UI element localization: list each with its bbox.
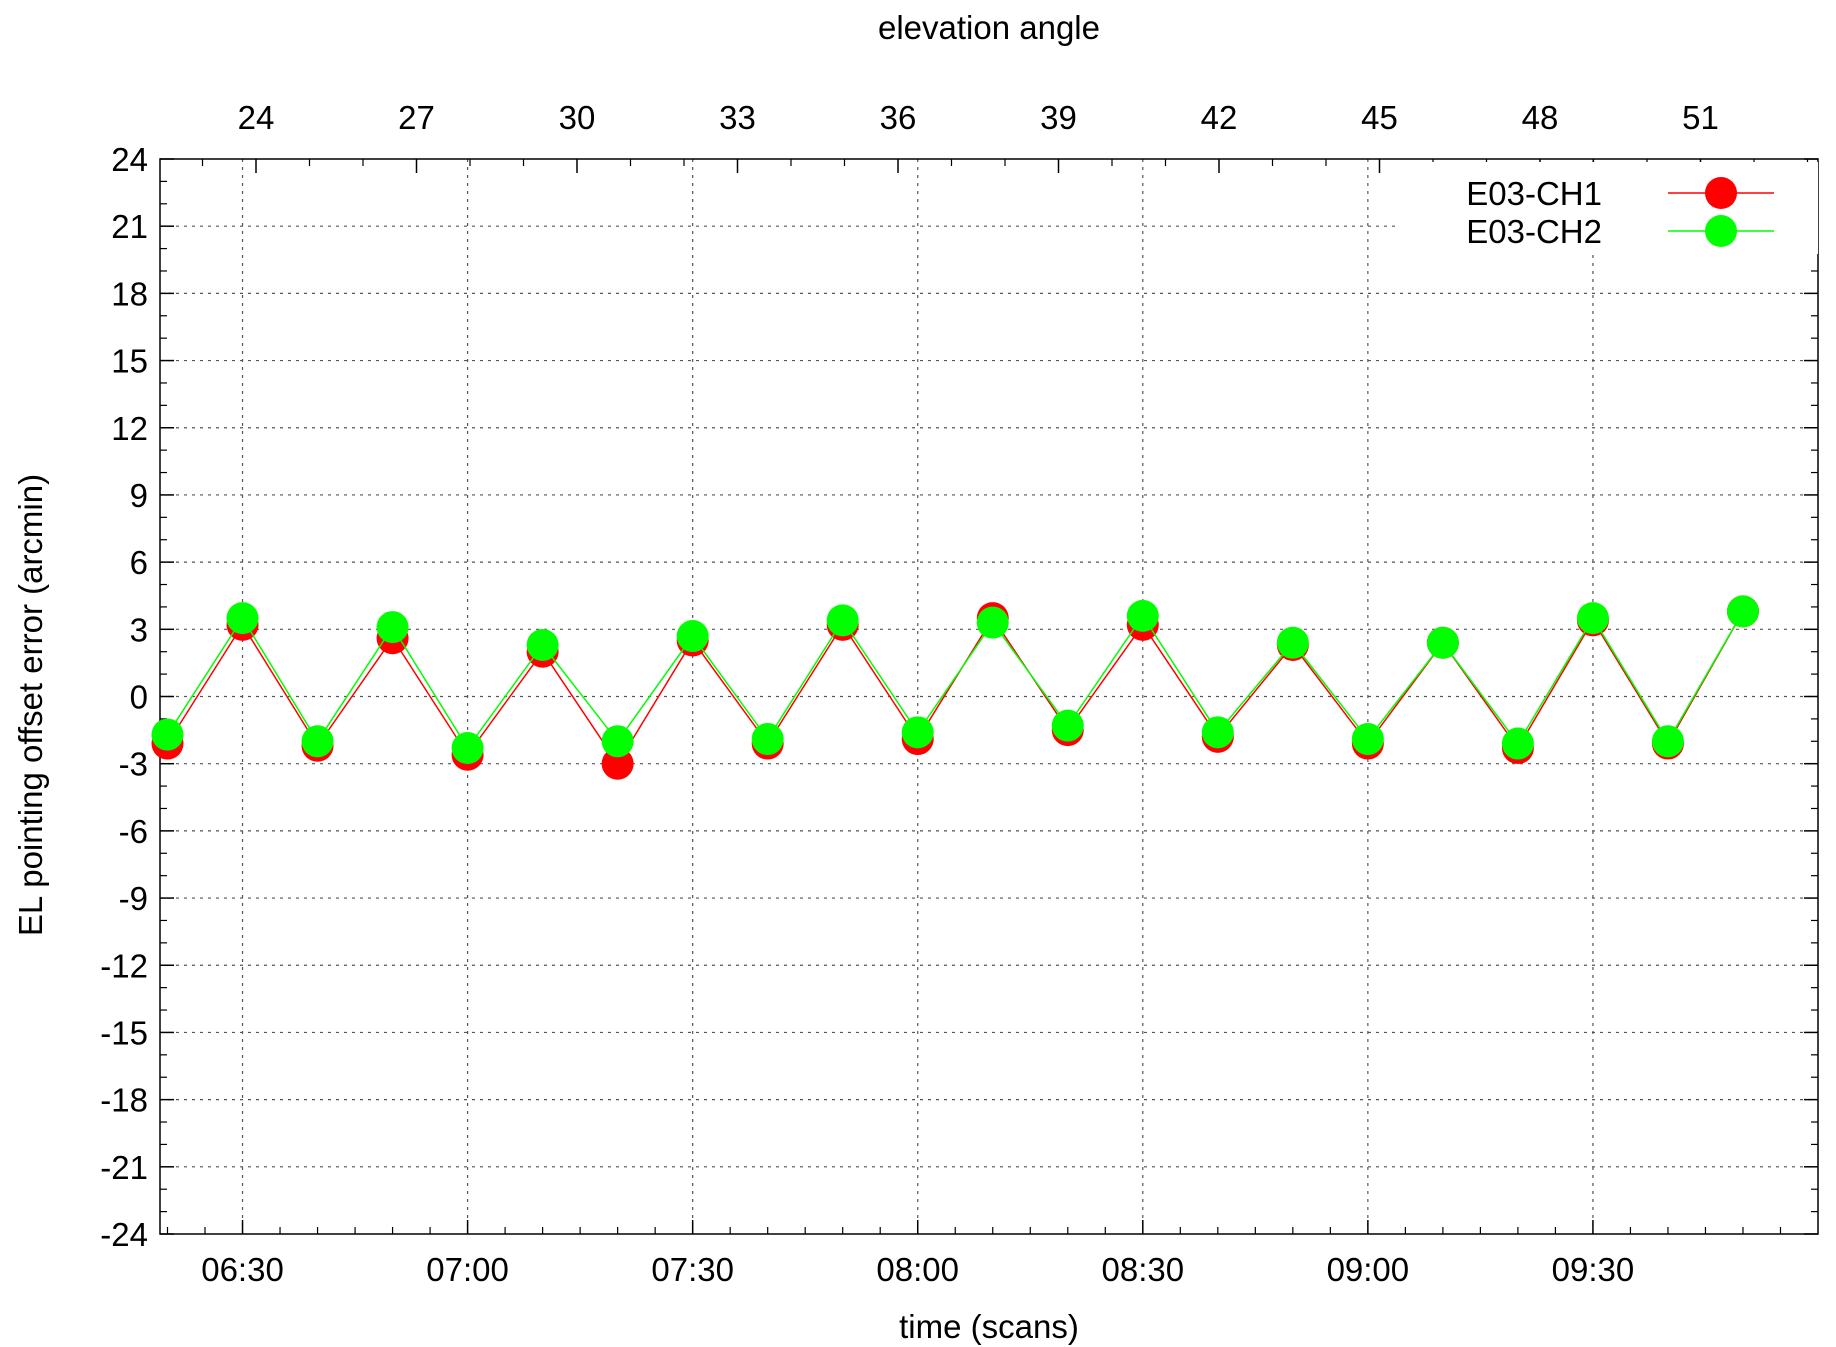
data-point (1576, 602, 1609, 635)
data-point (451, 732, 484, 765)
data-point (1126, 599, 1159, 632)
y-tick-label: -21 (100, 1149, 148, 1186)
data-point (1201, 716, 1234, 749)
data-point (526, 628, 559, 661)
y-tick-label: 6 (130, 544, 148, 581)
x2-tick-label: 42 (1201, 99, 1238, 136)
series-layer (151, 595, 1759, 780)
y-tick-label: -6 (119, 813, 148, 850)
x2-tick-label: 51 (1682, 99, 1719, 136)
data-point (1501, 727, 1534, 760)
y-tick-label: -15 (100, 1014, 148, 1051)
y-tick-label: -12 (100, 947, 148, 984)
data-point (1726, 595, 1759, 628)
data-point (1651, 725, 1684, 758)
x-axis-title: time (scans) (899, 1308, 1079, 1345)
series-2 (151, 595, 1759, 765)
x2-tick-label: 27 (398, 99, 435, 136)
legend: E03-CH1 E03-CH2 (1398, 162, 1818, 254)
x-tick-label: 07:30 (651, 1251, 734, 1288)
data-point (751, 723, 784, 756)
data-point (1051, 709, 1084, 742)
y-tick-label: 9 (130, 477, 148, 514)
y-tick-label: 18 (111, 275, 148, 312)
y-tick-label: 21 (111, 208, 148, 245)
x2-tick-label: 30 (559, 99, 596, 136)
data-point (676, 620, 709, 653)
y-tick-label: 24 (111, 141, 148, 178)
data-point (976, 606, 1009, 639)
legend-background (1398, 162, 1818, 254)
x2-tick-label: 39 (1040, 99, 1077, 136)
y-tick-label: 12 (111, 410, 148, 447)
axes: 24211815129630-3-6-9-12-15-18-21-2406:30… (100, 99, 1819, 1288)
x2-tick-label: 48 (1522, 99, 1559, 136)
data-point (601, 725, 634, 758)
data-point (1351, 723, 1384, 756)
legend-label-ch1: E03-CH1 (1466, 175, 1602, 212)
data-point (901, 716, 934, 749)
legend-marker-ch2 (1705, 215, 1737, 247)
x-tick-label: 09:30 (1552, 1251, 1635, 1288)
y-tick-label: -9 (119, 880, 148, 917)
plot-frame (159, 158, 1819, 1235)
data-point (601, 747, 634, 780)
y-tick-label: 0 (130, 679, 148, 716)
x2-axis-title: elevation angle (878, 9, 1100, 46)
data-point (376, 611, 409, 644)
data-point (226, 602, 259, 635)
data-point (301, 725, 334, 758)
y-tick-label: -18 (100, 1082, 148, 1119)
x2-tick-label: 36 (880, 99, 917, 136)
data-point (1276, 626, 1309, 659)
x-tick-label: 06:30 (201, 1251, 284, 1288)
y-axis-title: EL pointing offset error (arcmin) (12, 474, 49, 936)
grid (160, 159, 1818, 1234)
x2-tick-label: 33 (719, 99, 756, 136)
legend-marker-ch1 (1705, 177, 1737, 209)
y-tick-label: 3 (130, 611, 148, 648)
data-point (151, 718, 184, 751)
legend-label-ch2: E03-CH2 (1466, 213, 1602, 250)
x-tick-label: 09:00 (1327, 1251, 1410, 1288)
y-tick-label: 15 (111, 343, 148, 380)
y-tick-label: -24 (100, 1216, 148, 1253)
x-tick-label: 08:00 (876, 1251, 959, 1288)
data-point (1426, 626, 1459, 659)
x-tick-label: 08:30 (1101, 1251, 1184, 1288)
series-line (166, 611, 1744, 750)
x2-tick-label: 45 (1361, 99, 1398, 136)
y-tick-label: -3 (119, 746, 148, 783)
x-tick-label: 07:00 (426, 1251, 509, 1288)
x2-tick-label: 24 (238, 99, 275, 136)
data-point (826, 604, 859, 637)
